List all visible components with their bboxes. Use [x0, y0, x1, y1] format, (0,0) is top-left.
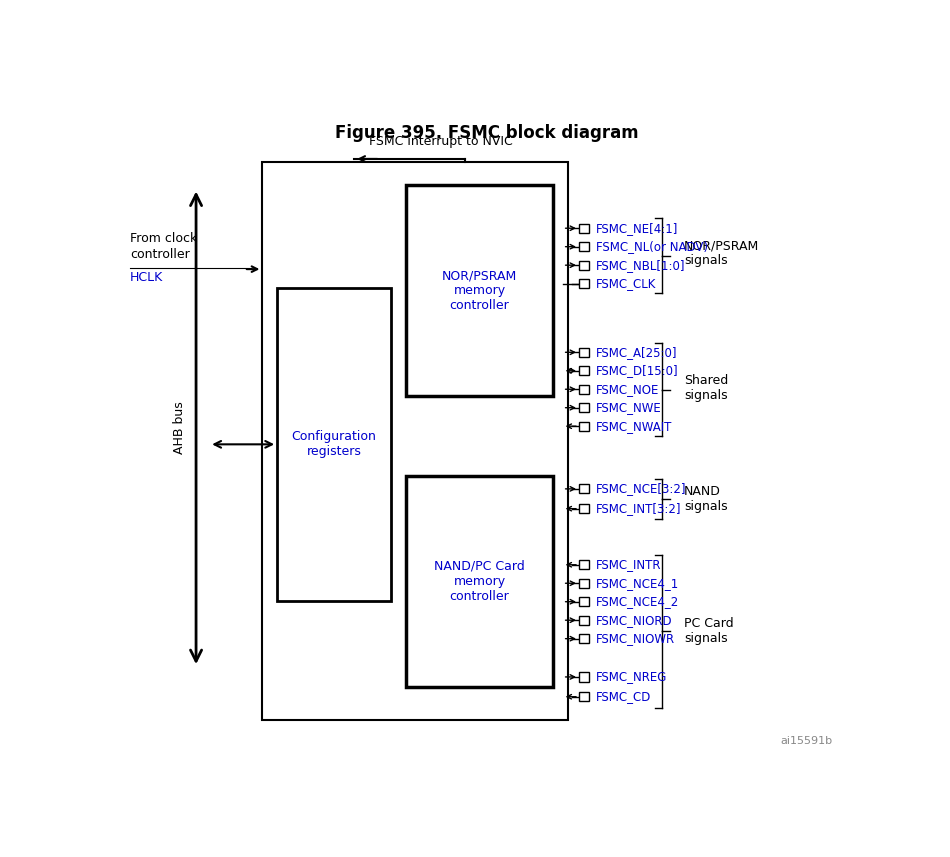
Text: FSMC_NIORD: FSMC_NIORD — [596, 614, 673, 626]
Bar — [579, 348, 589, 357]
Bar — [579, 403, 589, 412]
Text: controller: controller — [130, 249, 190, 261]
Text: AHB bus: AHB bus — [173, 401, 185, 454]
Text: FSMC_NREG: FSMC_NREG — [596, 670, 667, 683]
Text: FSMC_NCE4_2: FSMC_NCE4_2 — [596, 596, 679, 608]
Text: FSMC_NBL[1:0]: FSMC_NBL[1:0] — [596, 259, 685, 272]
Text: FSMC_INT[3:2]: FSMC_INT[3:2] — [596, 502, 681, 515]
Text: NOR/PSRAM
signals: NOR/PSRAM signals — [684, 239, 759, 267]
Bar — [406, 185, 553, 397]
Bar — [579, 615, 589, 625]
Text: FSMC_NWE: FSMC_NWE — [596, 401, 661, 414]
Text: PC Card
signals: PC Card signals — [684, 617, 733, 644]
Bar — [579, 385, 589, 394]
Bar — [406, 476, 553, 686]
Bar — [579, 242, 589, 251]
Bar — [579, 224, 589, 233]
Text: Shared
signals: Shared signals — [684, 374, 729, 402]
Bar — [579, 504, 589, 513]
Bar — [579, 597, 589, 607]
Text: From clock: From clock — [130, 231, 197, 244]
Bar — [579, 422, 589, 431]
Bar — [579, 634, 589, 644]
Bar — [262, 162, 568, 720]
Text: NAND/PC Card
memory
controller: NAND/PC Card memory controller — [434, 560, 525, 602]
Text: FSMC_NCE4_1: FSMC_NCE4_1 — [596, 577, 679, 590]
Text: FSMC_D[15:0]: FSMC_D[15:0] — [596, 364, 678, 377]
Bar — [579, 261, 589, 270]
Bar — [277, 288, 391, 601]
Text: FSMC_NWAIT: FSMC_NWAIT — [596, 420, 673, 433]
Text: ai15591b: ai15591b — [781, 736, 833, 746]
Text: FSMC_CLK: FSMC_CLK — [596, 277, 656, 291]
Text: FSMC_NE[4:1]: FSMC_NE[4:1] — [596, 222, 678, 235]
Text: FSMC interrupt to NVIC: FSMC interrupt to NVIC — [369, 135, 513, 147]
Text: FSMC_INTR: FSMC_INTR — [596, 558, 661, 572]
Text: FSMC_NCE[3:2]: FSMC_NCE[3:2] — [596, 482, 686, 495]
Bar — [579, 673, 589, 681]
Bar — [579, 279, 589, 288]
Text: Figure 395. FSMC block diagram: Figure 395. FSMC block diagram — [335, 123, 638, 141]
Text: Configuration
registers: Configuration registers — [292, 430, 376, 458]
Text: NOR/PSRAM
memory
controller: NOR/PSRAM memory controller — [442, 269, 517, 313]
Text: HCLK: HCLK — [130, 271, 163, 285]
Bar — [579, 578, 589, 588]
Text: FSMC_NL(or NADV): FSMC_NL(or NADV) — [596, 240, 708, 253]
Text: NAND
signals: NAND signals — [684, 485, 728, 512]
Bar — [579, 366, 589, 375]
Text: FSMC_NOE: FSMC_NOE — [596, 383, 659, 396]
Text: FSMC_CD: FSMC_CD — [596, 690, 651, 704]
Bar — [579, 560, 589, 569]
Bar — [579, 484, 589, 494]
Text: FSMC_NIOWR: FSMC_NIOWR — [596, 632, 674, 645]
Text: FSMC_A[25:0]: FSMC_A[25:0] — [596, 345, 677, 359]
Bar — [579, 692, 589, 701]
